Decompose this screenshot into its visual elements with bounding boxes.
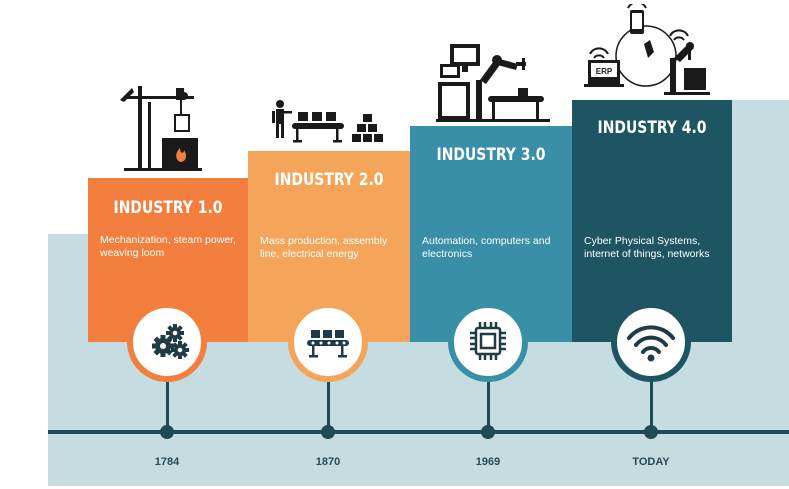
year-label: TODAY [632,456,670,468]
timeline-stem [487,372,490,432]
robot-arm-computer-illustration [436,44,550,122]
stage-industry-4: INDUSTRY 4.0 Cyber Physical Systems, int… [572,100,732,342]
stage-3-icon-circle [448,302,528,382]
stage-2-icon-circle [288,302,368,382]
timeline-dot [160,425,174,439]
background-band-right [732,100,789,240]
year-label: 1784 [154,456,180,468]
timeline-dot [321,425,335,439]
timeline-stem [650,372,653,432]
timeline-dot [481,425,495,439]
year-label: 1969 [475,456,501,468]
timeline-stem [327,372,330,432]
stage-description: Mechanization, steam power, weaving loom [100,234,236,259]
timeline-dot [644,425,658,439]
stage-title: INDUSTRY 4.0 [597,118,707,138]
year-label: 1870 [315,456,341,468]
stage-description: Mass production, assembly line, electric… [260,235,388,260]
stage-4-icon-circle [611,302,691,382]
gears-icon [152,324,189,359]
iot-network-illustration: ERP [584,4,710,95]
erp-label: ERP [596,67,613,76]
steam-machine-illustration [120,86,202,171]
assembly-line-illustration [272,100,383,143]
timeline-stem [166,372,169,432]
stage-industry-1: INDUSTRY 1.0 Mechanization, steam power,… [88,178,248,342]
chip-icon [470,322,506,360]
stage-description: Automation, computers and electronics [422,235,551,260]
conveyor-icon [307,330,349,358]
stage-title: INDUSTRY 3.0 [436,145,546,165]
stage-title: INDUSTRY 1.0 [113,198,223,218]
timeline-line [48,430,789,434]
stage-description: Cyber Physical Systems, internet of thin… [584,235,710,260]
wifi-icon [627,325,675,362]
stage-title: INDUSTRY 2.0 [274,170,384,190]
stage-1-icon-circle [127,302,207,382]
